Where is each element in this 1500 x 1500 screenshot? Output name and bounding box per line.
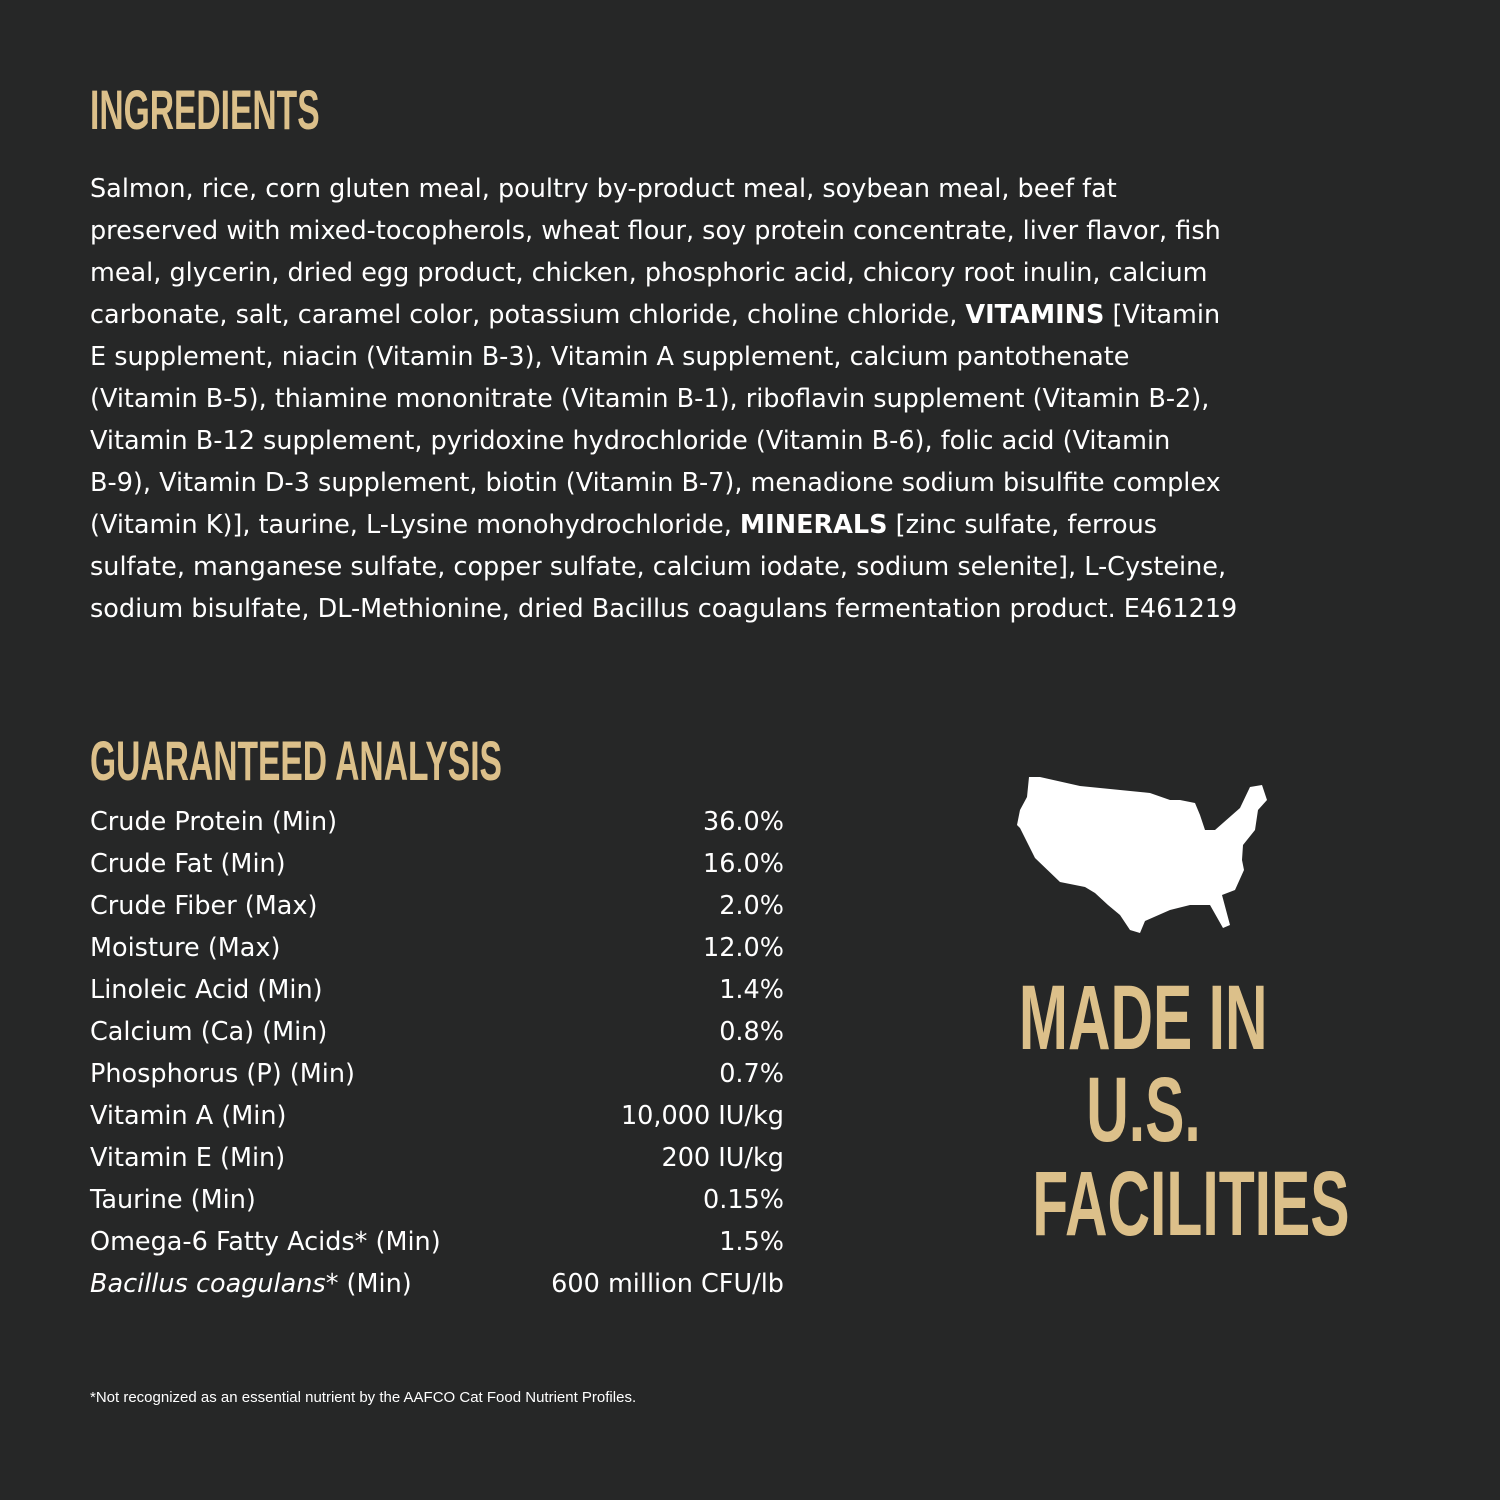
analysis-value: 36.0% [702,807,784,837]
made-in-line-2: U.S. [1085,1059,1201,1161]
analysis-row: Crude Fat (Min) 16.0% [90,843,784,885]
analysis-label-italic: Bacillus coagulans [90,1269,326,1299]
ingredients-line: carbonate, salt, caramel color, potassiu… [90,294,1237,336]
analysis-label: Bacillus coagulans* (Min) [90,1263,412,1305]
analysis-label: Crude Fat (Min) [90,849,286,879]
ingredients-group-label: MINERALS [739,510,888,540]
ingredients-line: (Vitamin K)], taurine, L-Lysine monohydr… [90,504,1237,546]
ingredients-text-segment: [zinc sulfate, ferrous [887,510,1158,540]
ingredients-line: sodium bisulfate, DL-Methionine, dried B… [90,588,1237,630]
ingredients-text-segment: Salmon, rice, corn gluten meal, poultry … [90,174,1117,204]
ingredients-line: E supplement, niacin (Vitamin B-3), Vita… [90,336,1237,378]
ingredients-text-segment: E supplement, niacin (Vitamin B-3), Vita… [90,342,1130,372]
ingredients-text-segment: [Vitamin [1104,300,1221,330]
analysis-row: Vitamin E (Min) 200 IU/kg [90,1137,784,1179]
analysis-value: 16.0% [702,849,784,879]
analysis-row: Calcium (Ca) (Min) 0.8% [90,1011,784,1053]
ingredients-text: Salmon, rice, corn gluten meal, poultry … [90,168,1237,630]
analysis-value: 12.0% [702,933,784,963]
guaranteed-analysis-title: GUARANTEED ANALYSIS [90,729,502,792]
analysis-value: 2.0% [719,891,784,921]
analysis-value: 0.8% [719,1017,784,1047]
analysis-label: Omega-6 Fatty Acids* (Min) [90,1227,441,1257]
made-in-line-3: FACILITIES [1032,1153,1350,1255]
ingredients-title: INGREDIENTS [90,78,320,141]
ingredients-text-segment: preserved with mixed-tocopherols, wheat … [90,216,1221,246]
analysis-label: Moisture (Max) [90,933,281,963]
analysis-value: 0.15% [702,1185,784,1215]
ingredients-line: preserved with mixed-tocopherols, wheat … [90,210,1237,252]
analysis-value: 0.7% [719,1059,784,1089]
analysis-value: 200 IU/kg [661,1143,784,1173]
analysis-row: Crude Fiber (Max) 2.0% [90,885,784,927]
ingredients-text-segment: meal, glycerin, dried egg product, chick… [90,258,1208,288]
analysis-label: Linoleic Acid (Min) [90,975,323,1005]
analysis-row: Omega-6 Fatty Acids* (Min) 1.5% [90,1221,784,1263]
ingredients-line: sulfate, manganese sulfate, copper sulfa… [90,546,1237,588]
ingredients-text-segment: (Vitamin K)], taurine, L-Lysine monohydr… [90,510,740,540]
analysis-label: Phosphorus (P) (Min) [90,1059,355,1089]
ingredients-text-segment: sulfate, manganese sulfate, copper sulfa… [90,552,1227,582]
ingredients-text-segment: sodium bisulfate, DL-Methionine, dried B… [90,594,1238,624]
analysis-row: Vitamin A (Min) 10,000 IU/kg [90,1095,784,1137]
ingredients-line: B-9), Vitamin D-3 supplement, biotin (Vi… [90,462,1237,504]
ingredients-text-segment: Vitamin B-12 supplement, pyridoxine hydr… [90,426,1171,456]
analysis-value: 1.4% [719,975,784,1005]
analysis-value: 10,000 IU/kg [620,1101,784,1131]
ingredients-text-segment: B-9), Vitamin D-3 supplement, biotin (Vi… [90,468,1221,498]
analysis-label-suffix: * (Min) [325,1269,412,1299]
analysis-label: Vitamin E (Min) [90,1143,286,1173]
analysis-row: Taurine (Min) 0.15% [90,1179,784,1221]
analysis-row: Moisture (Max) 12.0% [90,927,784,969]
ingredients-line: Vitamin B-12 supplement, pyridoxine hydr… [90,420,1237,462]
analysis-value: 600 million CFU/lb [551,1269,784,1299]
analysis-label: Vitamin A (Min) [90,1101,287,1131]
analysis-label: Crude Fiber (Max) [90,891,318,921]
footnote: *Not recognized as an essential nutrient… [90,1389,637,1406]
ingredients-text-segment: (Vitamin B-5), thiamine mononitrate (Vit… [90,384,1210,414]
guaranteed-analysis-table: Crude Protein (Min) 36.0% Crude Fat (Min)… [90,801,784,1305]
analysis-value: 1.5% [719,1227,784,1257]
made-in-line-1: MADE IN [1018,967,1268,1069]
ingredients-text-segment: carbonate, salt, caramel color, potassiu… [90,300,966,330]
ingredients-line: (Vitamin B-5), thiamine mononitrate (Vit… [90,378,1237,420]
analysis-row: Phosphorus (P) (Min) 0.7% [90,1053,784,1095]
ingredients-group-label: VITAMINS [965,300,1105,330]
analysis-row: Linoleic Acid (Min) 1.4% [90,969,784,1011]
analysis-label: Crude Protein (Min) [90,807,338,837]
analysis-label: Taurine (Min) [90,1185,256,1215]
analysis-row: Crude Protein (Min) 36.0% [90,801,784,843]
analysis-row: Bacillus coagulans* (Min) 600 million CFU… [90,1263,784,1305]
ingredients-line: meal, glycerin, dried egg product, chick… [90,252,1237,294]
ingredients-line: Salmon, rice, corn gluten meal, poultry … [90,168,1237,210]
analysis-label: Calcium (Ca) (Min) [90,1017,328,1047]
